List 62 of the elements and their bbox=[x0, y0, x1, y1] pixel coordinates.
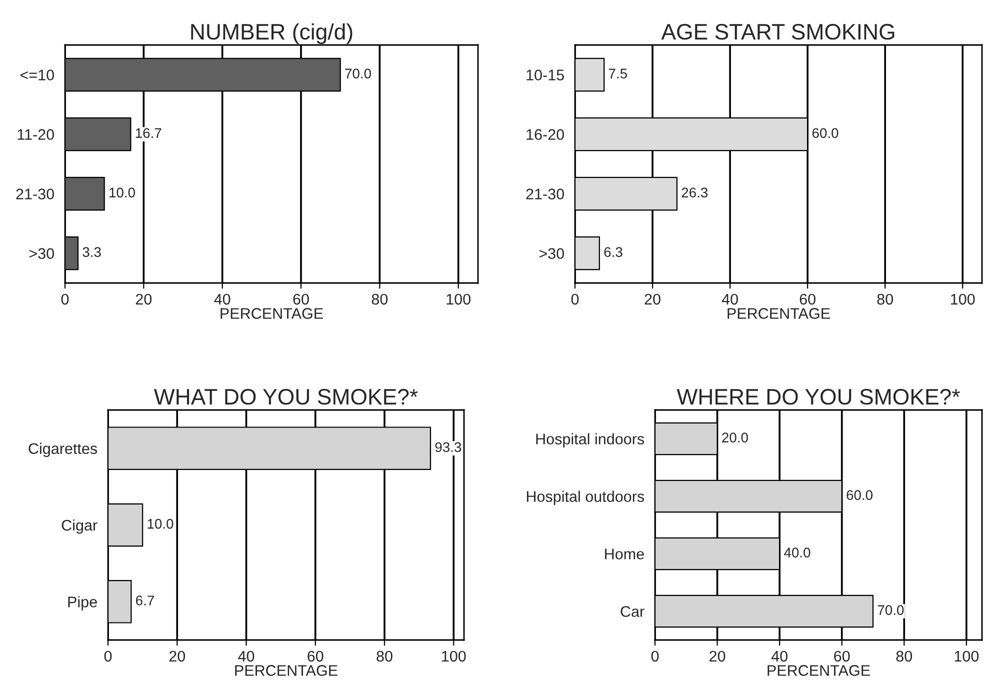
data-label: 10.0 bbox=[148, 518, 174, 529]
data-label: 40.0 bbox=[784, 548, 810, 558]
x-tick-label: 100 bbox=[951, 294, 975, 305]
chart-title: AGE START SMOKING bbox=[661, 24, 894, 40]
x-tick-label: 60 bbox=[308, 650, 324, 662]
x-tick-label: 20 bbox=[644, 294, 660, 305]
y-tick-label: 10-15 bbox=[526, 70, 564, 80]
x-tick-label: 80 bbox=[877, 294, 893, 305]
x-tick-label: 40 bbox=[722, 294, 738, 305]
data-label: 93.3 bbox=[435, 442, 462, 452]
x-tick-label: 100 bbox=[446, 294, 470, 305]
chart-title: WHAT DO YOU SMOKE?* bbox=[154, 388, 418, 405]
x-tick-label: 80 bbox=[376, 650, 392, 662]
x-tick-label: 0 bbox=[651, 650, 659, 662]
x-tick-label: 80 bbox=[372, 294, 388, 305]
y-tick-label: 21-30 bbox=[16, 188, 54, 200]
y-tick-label: >30 bbox=[29, 248, 54, 259]
x-axis-title: PERCENTAGE bbox=[728, 308, 830, 319]
y-tick-label: 11-20 bbox=[18, 129, 54, 140]
y-tick-label: >30 bbox=[539, 248, 564, 259]
y-tick-label: 16-20 bbox=[526, 129, 564, 140]
data-label: 20.0 bbox=[722, 432, 748, 442]
data-label: 60.0 bbox=[812, 128, 838, 138]
x-axis-title: PERCENTAGE bbox=[220, 308, 323, 319]
x-axis-title: PERCENTAGE bbox=[235, 665, 338, 676]
x-tick-label: 20 bbox=[710, 650, 726, 662]
data-label: 3.3 bbox=[82, 247, 101, 257]
y-tick-label: Car bbox=[620, 606, 644, 617]
data-label: 6.3 bbox=[604, 247, 622, 257]
y-tick-label: Pipe bbox=[68, 596, 97, 610]
data-label: 7.5 bbox=[608, 68, 627, 78]
x-tick-label: 40 bbox=[771, 650, 788, 662]
data-label: 16.7 bbox=[136, 128, 162, 138]
x-tick-label: 0 bbox=[61, 294, 69, 305]
chart-title: NUMBER (cig/d) bbox=[191, 23, 352, 44]
y-tick-label: Hospital outdoors bbox=[526, 490, 644, 505]
x-tick-label: 60 bbox=[800, 294, 816, 305]
x-tick-label: 100 bbox=[442, 650, 466, 662]
x-tick-label: 60 bbox=[834, 650, 850, 662]
x-tick-label: 60 bbox=[293, 294, 309, 305]
x-axis-title: PERCENTAGE bbox=[768, 665, 870, 676]
y-tick-label: Cigar bbox=[62, 519, 98, 534]
data-label: 6.7 bbox=[136, 596, 154, 606]
data-label: 70.0 bbox=[345, 68, 371, 78]
x-tick-label: 40 bbox=[214, 294, 230, 305]
y-tick-label: Hospital indoors bbox=[536, 433, 644, 448]
x-tick-label: 20 bbox=[136, 294, 152, 305]
chart-title: WHERE DO YOU SMOKE?* bbox=[676, 388, 960, 405]
data-label: 70.0 bbox=[878, 605, 904, 615]
x-tick-label: 80 bbox=[896, 650, 912, 662]
data-label: 10.0 bbox=[110, 188, 135, 198]
x-tick-label: 0 bbox=[104, 650, 112, 662]
data-label: 26.3 bbox=[682, 188, 708, 198]
data-label: 60.0 bbox=[846, 490, 873, 500]
y-tick-label: Cigarettes bbox=[28, 442, 98, 458]
y-tick-label: Home bbox=[605, 548, 644, 560]
x-tick-label: 0 bbox=[571, 294, 579, 305]
x-tick-label: 100 bbox=[954, 650, 979, 662]
y-tick-label: 21-30 bbox=[526, 188, 564, 200]
y-tick-label: <=10 bbox=[20, 70, 54, 80]
x-tick-label: 40 bbox=[238, 650, 254, 662]
x-tick-label: 20 bbox=[169, 650, 186, 662]
